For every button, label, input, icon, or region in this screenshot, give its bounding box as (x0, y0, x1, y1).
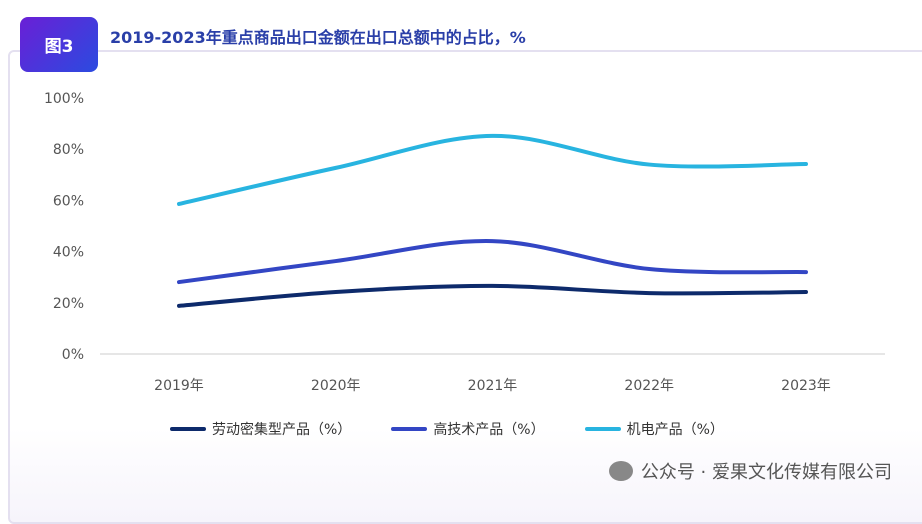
legend-item: 机电产品（%） (584, 419, 724, 439)
series-line-2 (177, 133, 808, 206)
y-tick-label: 0% (62, 347, 84, 363)
x-tick-label: 2023年 (781, 378, 831, 394)
series-line-0 (177, 283, 808, 308)
legend-swatch (584, 427, 621, 431)
x-tick-label: 2022年 (624, 378, 674, 394)
legend-label: 高技术产品（%） (433, 422, 545, 438)
series-line-1 (177, 239, 808, 285)
figure-badge: 图3 (20, 17, 98, 72)
legend-swatch (391, 427, 428, 431)
legend-swatch (170, 427, 206, 431)
y-tick-label: 20% (53, 296, 84, 312)
line-chart: 0% 20% 40% 60% 80% 100% 2019年 2020年 2021年 2022年 20… (44, 91, 885, 394)
y-tick-label: 60% (53, 193, 84, 209)
x-tick-label: 2021年 (468, 378, 518, 394)
legend-item: 劳动密集型产品（%） (170, 419, 351, 439)
y-tick-label: 40% (53, 245, 84, 261)
watermark-text: 公众号 · 爱果文化传媒有限公司 (640, 462, 892, 483)
x-tick-label: 2019年 (154, 378, 204, 394)
chart-title: 2019-2023年重点商品出口金额在出口总额中的占比，% (110, 28, 526, 47)
legend-item: 高技术产品（%） (391, 419, 545, 439)
legend-label: 机电产品（%） (626, 422, 724, 438)
watermark: 公众号 · 爱果文化传媒有限公司 (608, 458, 892, 484)
legend-label: 劳动密集型产品（%） (212, 422, 352, 438)
y-tick-label: 100% (44, 91, 84, 107)
x-tick-label: 2020年 (311, 378, 361, 394)
legend: 劳动密集型产品（%） 高技术产品（%） 机电产品（%） (170, 419, 724, 439)
wechat-icon (608, 461, 633, 481)
y-tick-label: 80% (53, 142, 84, 158)
